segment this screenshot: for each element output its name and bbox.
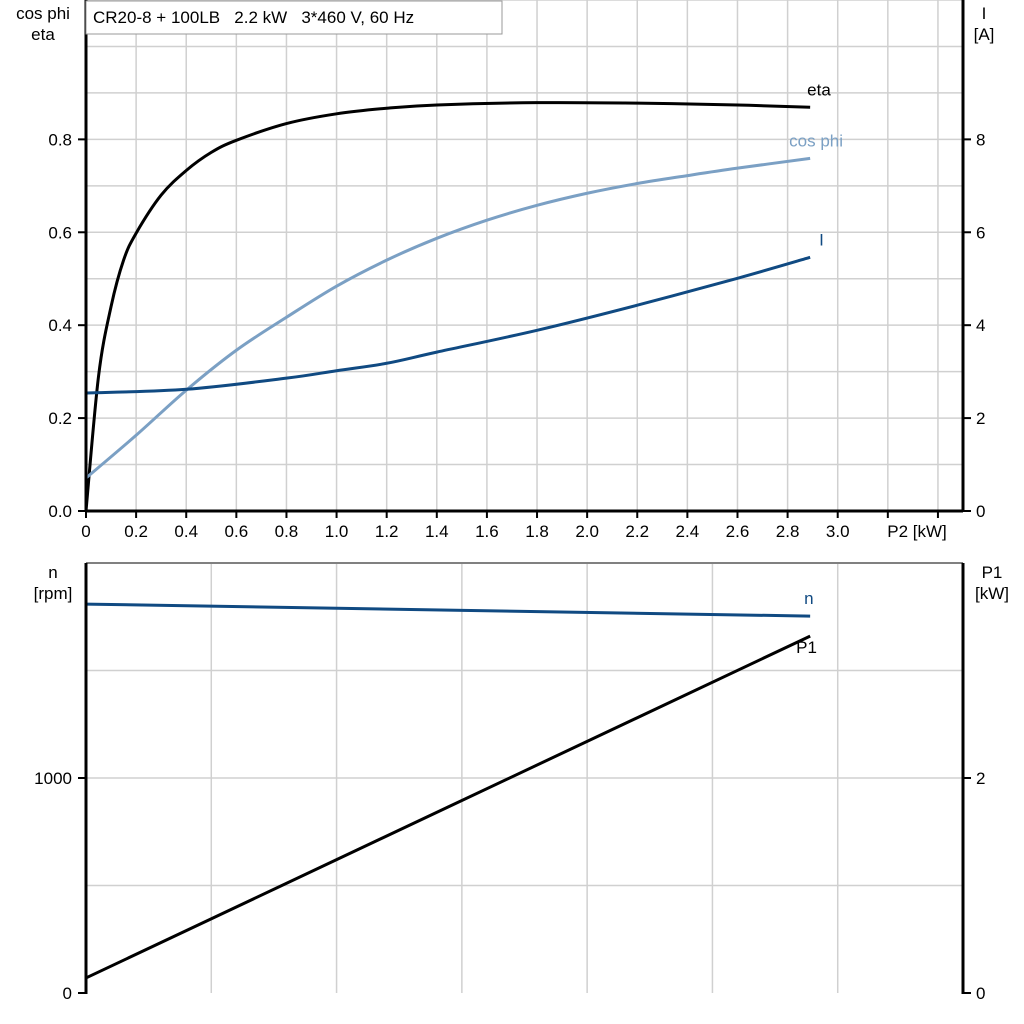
x-axis-label: P2 [kW]: [887, 522, 947, 541]
x-tick-label: 2.4: [676, 522, 700, 541]
y2-tick-label: 8: [976, 130, 985, 149]
y-tick-label: 1000: [34, 769, 72, 788]
y2-tick-label: 2: [976, 409, 985, 428]
x-tick-label: 3.0: [826, 522, 850, 541]
y2-axis-label: [A]: [974, 25, 995, 44]
x-tick-label: 1.0: [325, 522, 349, 541]
y2-axis-label: I: [982, 4, 987, 23]
series-label: eta: [807, 80, 831, 99]
y-axis-label: cos phi: [16, 4, 70, 23]
series-line-eta: [84, 101, 811, 512]
curves: [84, 101, 811, 980]
y2-axis-label: P1: [982, 563, 1003, 582]
y-axis-label: n: [48, 563, 57, 582]
x-tick-label: 1.6: [475, 522, 499, 541]
y-tick-label: 0.6: [48, 223, 72, 242]
chart-title: CR20-8 + 100LB 2.2 kW 3*460 V, 60 Hz: [93, 8, 414, 27]
x-tick-label: 0.8: [275, 522, 299, 541]
y-tick-label: 0.4: [48, 316, 72, 335]
x-tick-label: 2.2: [625, 522, 649, 541]
y2-tick-label: 0: [976, 984, 985, 1003]
series-line-cos-phi: [85, 156, 811, 480]
axes: [78, 0, 971, 994]
y-tick-label: 0.8: [48, 130, 72, 149]
y-tick-label: 0.0: [48, 502, 72, 521]
series-line-n: [85, 602, 811, 618]
x-tick-label: 1.8: [525, 522, 549, 541]
series-label: P1: [796, 638, 817, 657]
x-tick-label: 1.2: [375, 522, 399, 541]
y2-axis-label: [kW]: [975, 584, 1009, 603]
y-tick-label: 0: [63, 984, 72, 1003]
series-label: n: [804, 589, 813, 608]
series-label: I: [819, 230, 824, 249]
y2-tick-label: 0: [976, 502, 985, 521]
series-label: cos phi: [789, 131, 843, 150]
y-tick-label: 0.2: [48, 409, 72, 428]
x-tick-label: 0.2: [124, 522, 148, 541]
y2-tick-label: 6: [976, 223, 985, 242]
x-tick-label: 0.4: [174, 522, 198, 541]
series-line-i: [85, 255, 811, 395]
y-axis-label: [rpm]: [34, 584, 73, 603]
x-tick-label: 2.6: [726, 522, 750, 541]
y2-tick-label: 2: [976, 769, 985, 788]
x-tick-label: 1.4: [425, 522, 449, 541]
x-tick-label: 2.0: [575, 522, 599, 541]
y2-tick-label: 4: [976, 316, 985, 335]
x-tick-label: 0.6: [225, 522, 249, 541]
y-axis-label: eta: [31, 25, 55, 44]
series-line-p1: [85, 634, 811, 980]
title-box: CR20-8 + 100LB 2.2 kW 3*460 V, 60 Hz: [85, 0, 503, 35]
x-tick-label: 0: [81, 522, 90, 541]
grid: [86, 0, 963, 993]
x-tick-label: 2.8: [776, 522, 800, 541]
labels: eta cos phi I 0.0 0.2 0.4 0.6 0.8 0 2 4 6 8 cos phi et…: [16, 4, 1009, 1003]
